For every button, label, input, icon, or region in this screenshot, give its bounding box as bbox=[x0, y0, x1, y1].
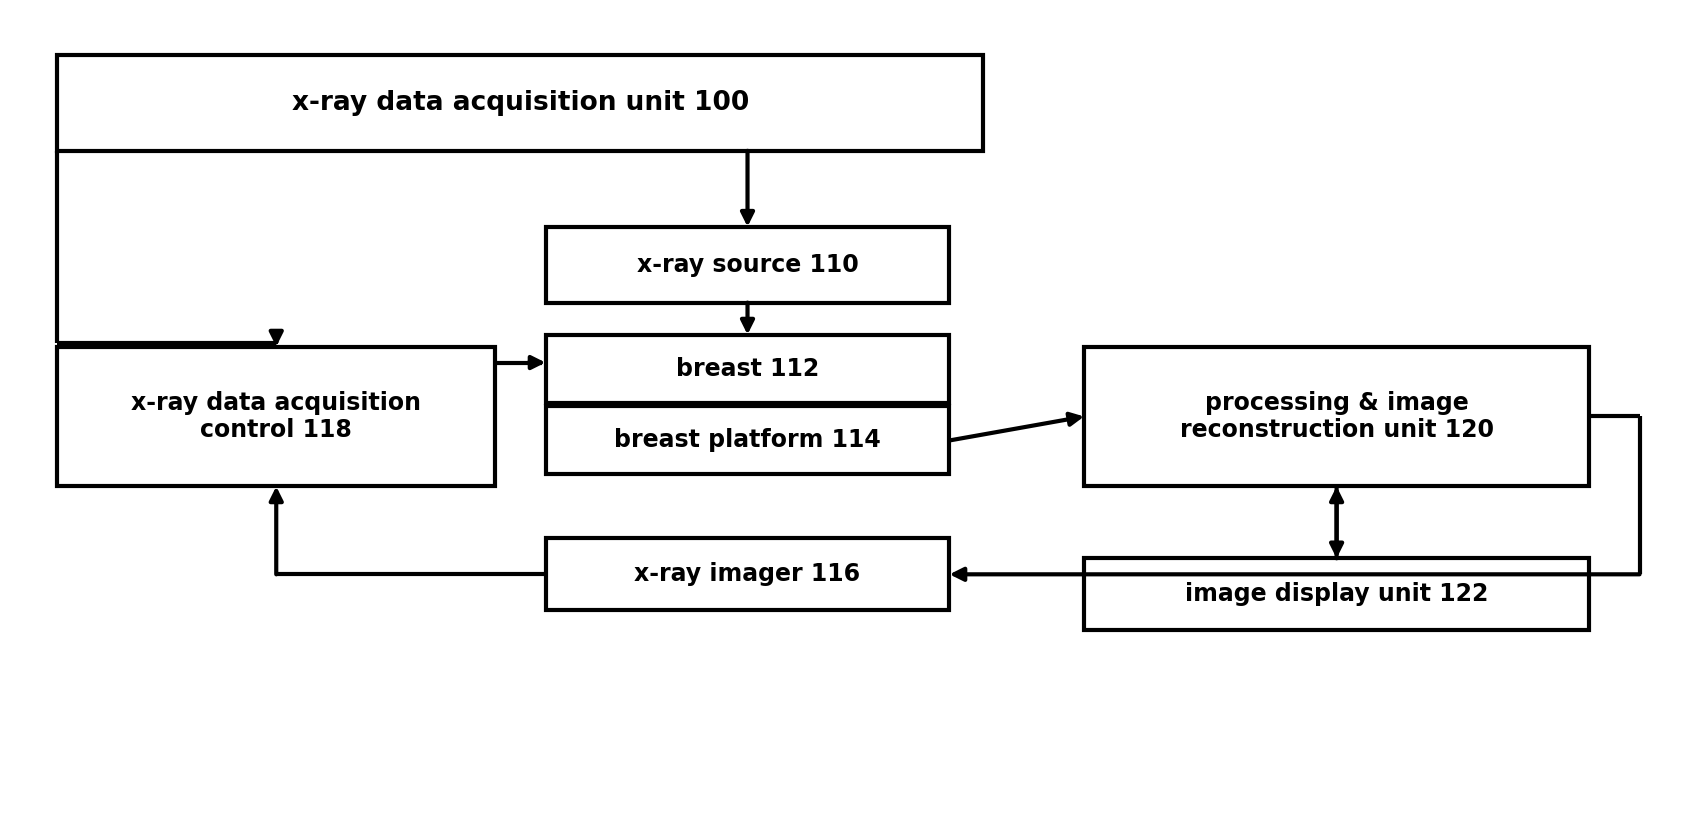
Text: image display unit 122: image display unit 122 bbox=[1185, 582, 1488, 606]
FancyBboxPatch shape bbox=[1084, 559, 1588, 630]
Text: x-ray source 110: x-ray source 110 bbox=[636, 253, 859, 276]
FancyBboxPatch shape bbox=[1084, 346, 1588, 486]
Text: x-ray data acquisition
control 118: x-ray data acquisition control 118 bbox=[131, 390, 421, 442]
FancyBboxPatch shape bbox=[545, 538, 950, 611]
FancyBboxPatch shape bbox=[58, 346, 496, 486]
Text: breast platform 114: breast platform 114 bbox=[614, 428, 881, 453]
Text: breast 112: breast 112 bbox=[675, 357, 820, 380]
FancyBboxPatch shape bbox=[545, 227, 950, 302]
FancyBboxPatch shape bbox=[58, 55, 983, 150]
FancyBboxPatch shape bbox=[545, 335, 950, 402]
Text: processing & image
reconstruction unit 120: processing & image reconstruction unit 1… bbox=[1179, 390, 1493, 442]
Text: x-ray data acquisition unit 100: x-ray data acquisition unit 100 bbox=[292, 90, 748, 115]
FancyBboxPatch shape bbox=[545, 406, 950, 475]
Text: x-ray imager 116: x-ray imager 116 bbox=[635, 563, 860, 586]
